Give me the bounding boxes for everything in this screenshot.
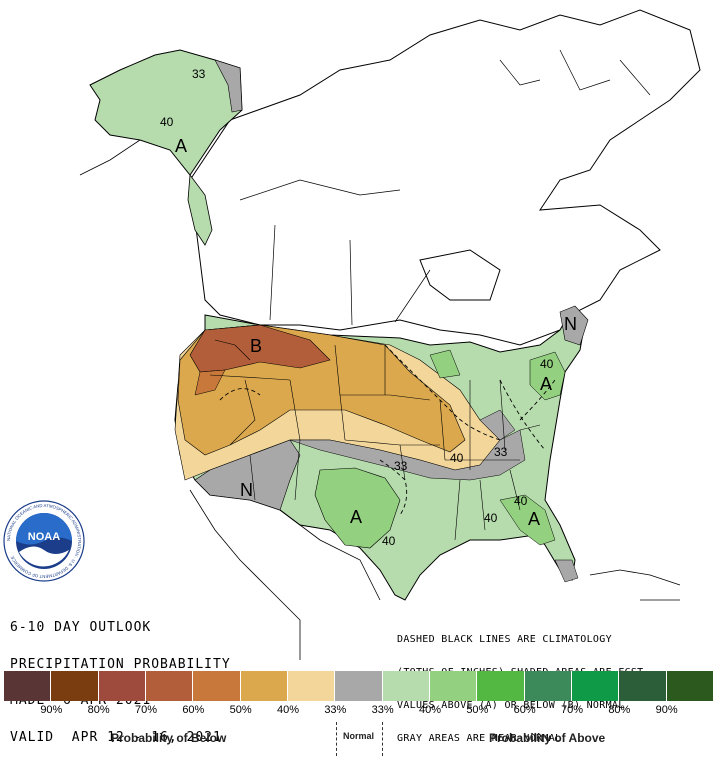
legend-above-caption: Probability of Above bbox=[489, 731, 606, 745]
legend-swatch-12 bbox=[571, 671, 620, 701]
label-ohio-33: 33 bbox=[494, 445, 508, 459]
legend-swatch-0 bbox=[4, 671, 52, 701]
label-northeast-normal: N bbox=[564, 314, 577, 334]
label-alaska-above: A bbox=[175, 136, 187, 156]
legend-tick-7: 33% bbox=[371, 704, 394, 716]
legend-swatch-4 bbox=[193, 671, 241, 701]
label-mid-40: 40 bbox=[450, 451, 464, 465]
legend-tick-13: 90% bbox=[655, 704, 678, 716]
label-southeast-above: A bbox=[528, 509, 540, 529]
legend-tick-6: 33% bbox=[324, 704, 347, 716]
title-line-4: VALID APR 12 - 16, 2021 bbox=[10, 729, 222, 745]
legend-tick-11: 70% bbox=[560, 704, 584, 716]
legend-swatch-5 bbox=[240, 671, 288, 701]
title-line-2: PRECIPITATION PROBABILITY bbox=[10, 656, 231, 672]
legend-swatch-3 bbox=[145, 671, 194, 701]
note-line-4: GRAY AREAS ARE NEAR-NORMAL bbox=[397, 733, 562, 744]
legend-swatch-11 bbox=[524, 671, 572, 701]
label-alaska-40: 40 bbox=[160, 115, 174, 129]
legend-tick-12: 80% bbox=[608, 704, 631, 716]
legend-tick-0: 90% bbox=[40, 704, 63, 716]
normal-divider-left bbox=[336, 722, 337, 756]
legend-swatch-9 bbox=[429, 671, 478, 701]
legend-color-bar bbox=[4, 671, 714, 701]
noaa-logo-icon: NOAA NATIONAL OCEANIC AND ATMOSPHERIC AD… bbox=[3, 500, 85, 582]
legend-swatch-13 bbox=[619, 671, 667, 701]
label-gulf-40: 40 bbox=[484, 511, 498, 525]
legend-normal-caption: Normal bbox=[343, 731, 375, 741]
legend-swatch-1 bbox=[51, 671, 99, 701]
above-40-southern-plains bbox=[314, 467, 401, 549]
label-alaska-33: 33 bbox=[192, 67, 206, 81]
note-line-3: VALUES ABOVE (A) OR BELOW (B) NORMAL bbox=[397, 700, 625, 711]
legend-ticks: 90% 80% 70% 60% 50% 40% 33% 33% 40% 50% 60% 70% 80% 9… bbox=[4, 704, 714, 720]
logo-name: NOAA bbox=[28, 531, 60, 543]
label-east-above: A bbox=[540, 374, 552, 394]
legend-swatch-10 bbox=[477, 671, 525, 701]
title-line-1: 6-10 DAY OUTLOOK bbox=[10, 620, 152, 635]
label-southeast-40: 40 bbox=[514, 494, 528, 508]
legend-tick-8: 40% bbox=[418, 704, 442, 716]
legend-tick-1: 80% bbox=[87, 704, 110, 716]
label-northeast-40: 40 bbox=[540, 357, 554, 371]
legend-tick-2: 70% bbox=[134, 704, 158, 716]
outlook-title: 6-10 DAY OUTLOOK PRECIPITATION PROBABILI… bbox=[10, 598, 231, 756]
note-line-1: DASHED BLACK LINES ARE CLIMATOLOGY bbox=[397, 634, 612, 645]
label-southern-plains-above: A bbox=[350, 507, 362, 527]
legend-swatch-6 bbox=[287, 671, 336, 701]
legend-swatch-2 bbox=[98, 671, 146, 701]
legend-tick-5: 40% bbox=[276, 704, 300, 716]
legend-below-caption: Probability of Below bbox=[111, 731, 227, 745]
legend-swatch-7 bbox=[335, 671, 383, 701]
legend-swatch-8 bbox=[382, 671, 430, 701]
near-normal-southwest bbox=[194, 439, 301, 511]
label-plains-33: 33 bbox=[394, 459, 408, 473]
outlook-map: 33 40 A B N 40 A 33 40 33 N A 40 40 40 A bbox=[79, 9, 701, 660]
legend-tick-3: 60% bbox=[182, 704, 205, 716]
label-northwest-below: B bbox=[250, 336, 262, 356]
legend-swatch-14 bbox=[666, 671, 714, 701]
legend-tick-4: 50% bbox=[229, 704, 252, 716]
label-southwest-normal: N bbox=[240, 480, 253, 500]
legend-tick-9: 50% bbox=[466, 704, 489, 716]
label-texas-40: 40 bbox=[382, 534, 396, 548]
normal-divider-right bbox=[382, 722, 383, 756]
legend-tick-10: 60% bbox=[513, 704, 536, 716]
